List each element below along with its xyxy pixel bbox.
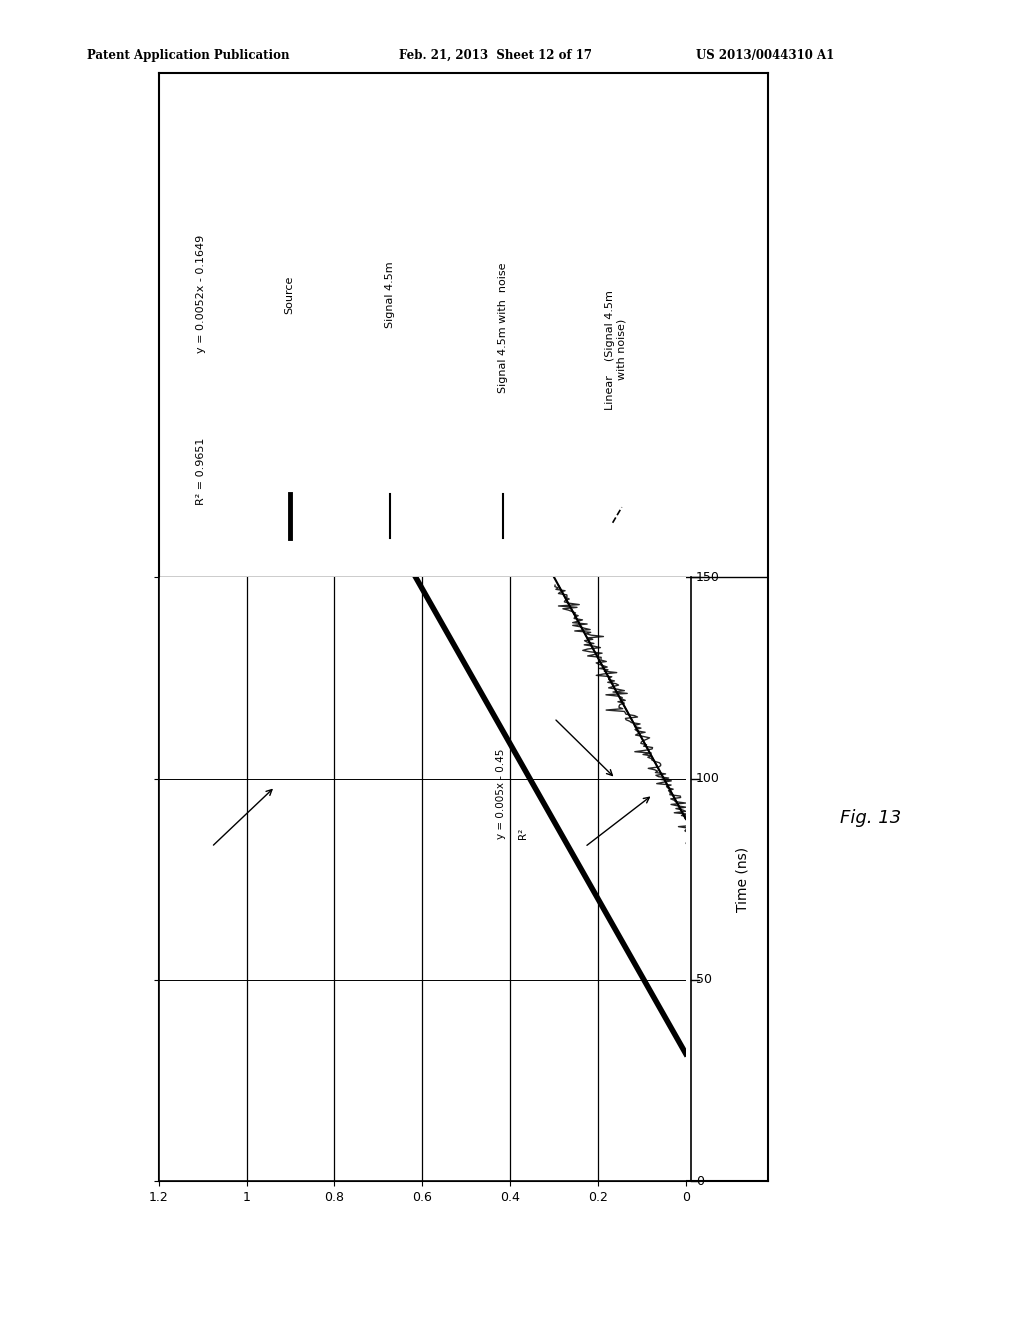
Text: R² = 0.9651: R² = 0.9651 [197, 438, 207, 506]
Text: Linear    (Signal 4.5m
with noise): Linear (Signal 4.5m with noise) [605, 290, 627, 409]
Text: 150: 150 [696, 570, 720, 583]
Text: Feb. 21, 2013  Sheet 12 of 17: Feb. 21, 2013 Sheet 12 of 17 [399, 49, 592, 62]
Text: 0: 0 [696, 1175, 703, 1188]
Text: R²: R² [518, 828, 528, 840]
Text: Signal 4.5m: Signal 4.5m [385, 261, 395, 327]
Text: Signal 4.5m with  noise: Signal 4.5m with noise [498, 263, 508, 393]
Text: Fig. 13: Fig. 13 [840, 809, 901, 828]
Text: Patent Application Publication: Patent Application Publication [87, 49, 290, 62]
Text: US 2013/0044310 A1: US 2013/0044310 A1 [696, 49, 835, 62]
Text: y = 0.0052x - 0.1649: y = 0.0052x - 0.1649 [197, 235, 207, 354]
Text: Source: Source [285, 275, 295, 314]
Text: Time (ns): Time (ns) [735, 846, 750, 912]
Text: y = 0.005x - 0.45: y = 0.005x - 0.45 [497, 748, 506, 840]
Text: 100: 100 [696, 772, 720, 785]
Text: 50: 50 [696, 973, 712, 986]
